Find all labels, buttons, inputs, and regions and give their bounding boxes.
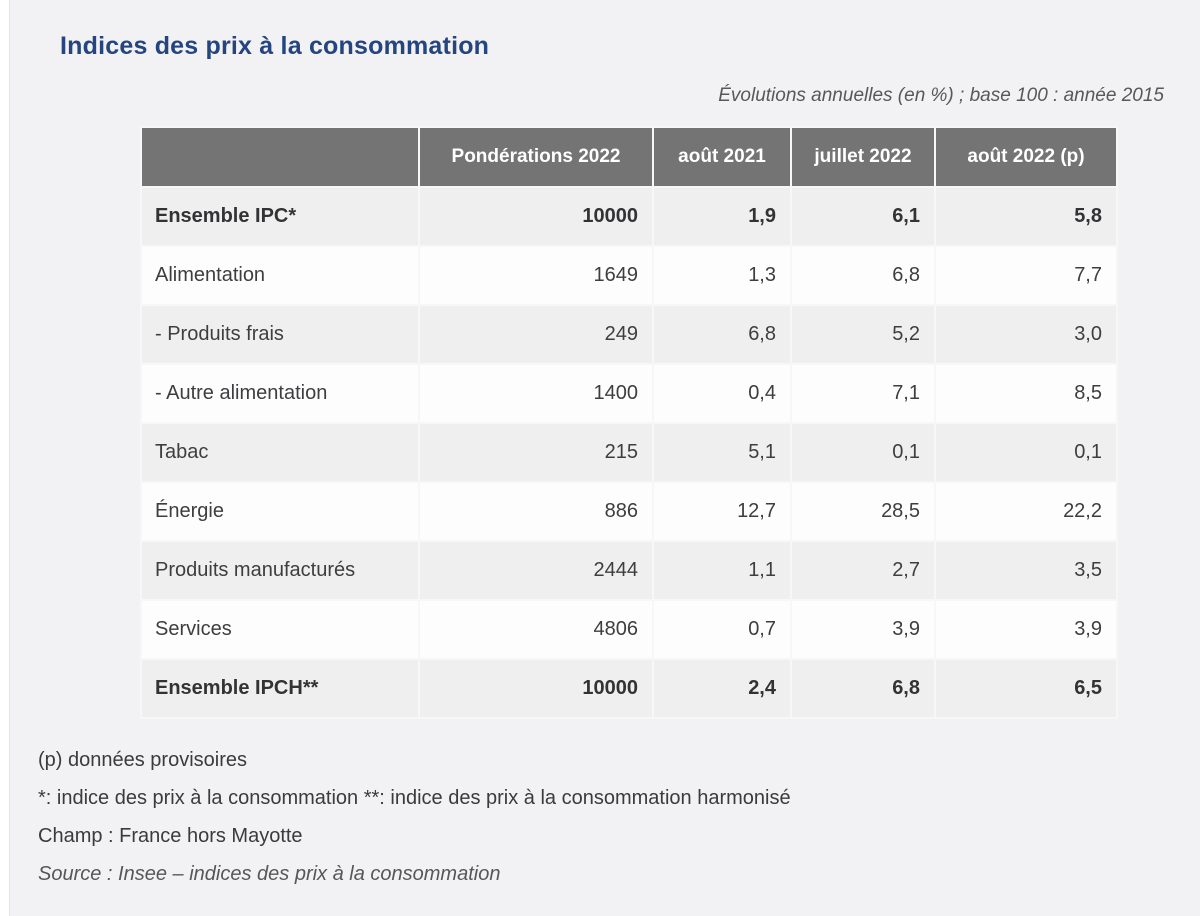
footnote-champ: Champ : France hors Mayotte <box>38 825 303 847</box>
table-row: Services 4806 0,7 3,9 3,9 <box>142 601 1116 658</box>
row-juillet-2022-value: 6,8 <box>792 660 934 717</box>
row-label: Ensemble IPC* <box>142 188 418 245</box>
row-ponderation-value: 2444 <box>420 542 652 599</box>
row-ponderation-value: 249 <box>420 306 652 363</box>
row-aout-2022-value: 3,0 <box>936 306 1116 363</box>
row-aout-2021-value: 1,9 <box>654 188 790 245</box>
row-ponderation-value: 10000 <box>420 188 652 245</box>
price-index-table: Pondérations 2022 août 2021 juillet 2022… <box>140 126 1118 719</box>
row-aout-2021-value: 0,4 <box>654 365 790 422</box>
row-ponderation-value: 886 <box>420 483 652 540</box>
row-label: Alimentation <box>142 247 418 304</box>
row-aout-2022-value: 7,7 <box>936 247 1116 304</box>
column-header-aout-2022: août 2022 (p) <box>936 128 1116 186</box>
table-subtitle: Évolutions annuelles (en %) ; base 100 :… <box>718 85 1164 106</box>
row-juillet-2022-value: 28,5 <box>792 483 934 540</box>
column-header-juillet-2022: juillet 2022 <box>792 128 934 186</box>
row-aout-2022-value: 3,9 <box>936 601 1116 658</box>
table-body: Ensemble IPC* 10000 1,9 6,1 5,8 Alimenta… <box>142 188 1116 717</box>
row-juillet-2022-value: 0,1 <box>792 424 934 481</box>
table-row: Tabac 215 5,1 0,1 0,1 <box>142 424 1116 481</box>
table-row: - Autre alimentation 1400 0,4 7,1 8,5 <box>142 365 1116 422</box>
row-juillet-2022-value: 3,9 <box>792 601 934 658</box>
row-aout-2022-value: 22,2 <box>936 483 1116 540</box>
row-aout-2022-value: 5,8 <box>936 188 1116 245</box>
row-label: Énergie <box>142 483 418 540</box>
row-ponderation-value: 10000 <box>420 660 652 717</box>
row-juillet-2022-value: 6,8 <box>792 247 934 304</box>
row-ponderation-value: 4806 <box>420 601 652 658</box>
row-aout-2021-value: 6,8 <box>654 306 790 363</box>
row-juillet-2022-value: 2,7 <box>792 542 934 599</box>
footnote-source: Source : Insee – indices des prix à la c… <box>38 863 501 885</box>
row-aout-2022-value: 6,5 <box>936 660 1116 717</box>
row-ponderation-value: 1400 <box>420 365 652 422</box>
row-ponderation-value: 215 <box>420 424 652 481</box>
table-row: - Produits frais 249 6,8 5,2 3,0 <box>142 306 1116 363</box>
table-row: Ensemble IPCH** 10000 2,4 6,8 6,5 <box>142 660 1116 717</box>
row-label: - Autre alimentation <box>142 365 418 422</box>
row-juillet-2022-value: 6,1 <box>792 188 934 245</box>
row-aout-2021-value: 12,7 <box>654 483 790 540</box>
row-label: - Produits frais <box>142 306 418 363</box>
table-row: Produits manufacturés 2444 1,1 2,7 3,5 <box>142 542 1116 599</box>
row-label: Produits manufacturés <box>142 542 418 599</box>
row-aout-2021-value: 1,3 <box>654 247 790 304</box>
table-row: Ensemble IPC* 10000 1,9 6,1 5,8 <box>142 188 1116 245</box>
row-ponderation-value: 1649 <box>420 247 652 304</box>
row-aout-2022-value: 8,5 <box>936 365 1116 422</box>
footnote-provisional: (p) données provisoires <box>38 749 247 771</box>
row-aout-2021-value: 2,4 <box>654 660 790 717</box>
footnote-definitions: *: indice des prix à la consommation **:… <box>38 787 791 809</box>
table-row: Alimentation 1649 1,3 6,8 7,7 <box>142 247 1116 304</box>
table-header: Pondérations 2022 août 2021 juillet 2022… <box>142 128 1116 186</box>
row-aout-2021-value: 5,1 <box>654 424 790 481</box>
column-header-aout-2021: août 2021 <box>654 128 790 186</box>
row-label: Tabac <box>142 424 418 481</box>
footnotes: (p) données provisoires *: indice des pr… <box>38 748 791 900</box>
row-label: Services <box>142 601 418 658</box>
row-aout-2022-value: 0,1 <box>936 424 1116 481</box>
left-edge-strip <box>0 0 10 916</box>
row-aout-2022-value: 3,5 <box>936 542 1116 599</box>
row-aout-2021-value: 0,7 <box>654 601 790 658</box>
table-header-row: Pondérations 2022 août 2021 juillet 2022… <box>142 128 1116 186</box>
column-header-empty <box>142 128 418 186</box>
table-row: Énergie 886 12,7 28,5 22,2 <box>142 483 1116 540</box>
column-header-ponderations: Pondérations 2022 <box>420 128 652 186</box>
row-aout-2021-value: 1,1 <box>654 542 790 599</box>
row-juillet-2022-value: 7,1 <box>792 365 934 422</box>
row-label: Ensemble IPCH** <box>142 660 418 717</box>
page-title: Indices des prix à la consommation <box>60 32 490 60</box>
row-juillet-2022-value: 5,2 <box>792 306 934 363</box>
